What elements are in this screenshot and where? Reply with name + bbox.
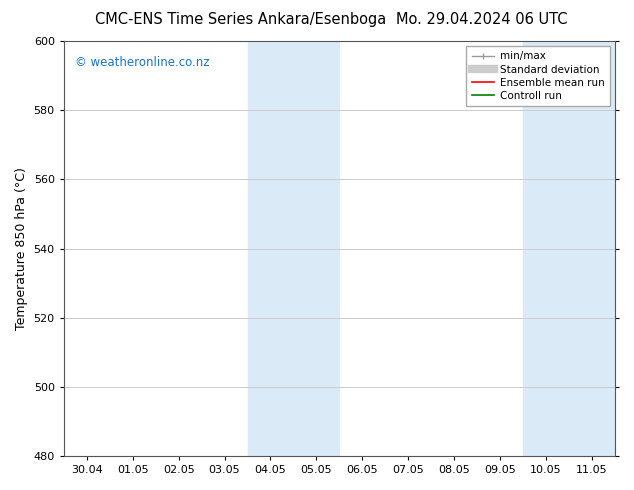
Legend: min/max, Standard deviation, Ensemble mean run, Controll run: min/max, Standard deviation, Ensemble me… [467, 46, 610, 106]
Text: Mo. 29.04.2024 06 UTC: Mo. 29.04.2024 06 UTC [396, 12, 567, 27]
Text: © weatheronline.co.nz: © weatheronline.co.nz [75, 55, 209, 69]
Bar [247, 41, 339, 456]
Text: CMC-ENS Time Series Ankara/Esenboga: CMC-ENS Time Series Ankara/Esenboga [95, 12, 387, 27]
Y-axis label: Temperature 850 hPa (°C): Temperature 850 hPa (°C) [15, 167, 28, 330]
Bar [523, 41, 615, 456]
